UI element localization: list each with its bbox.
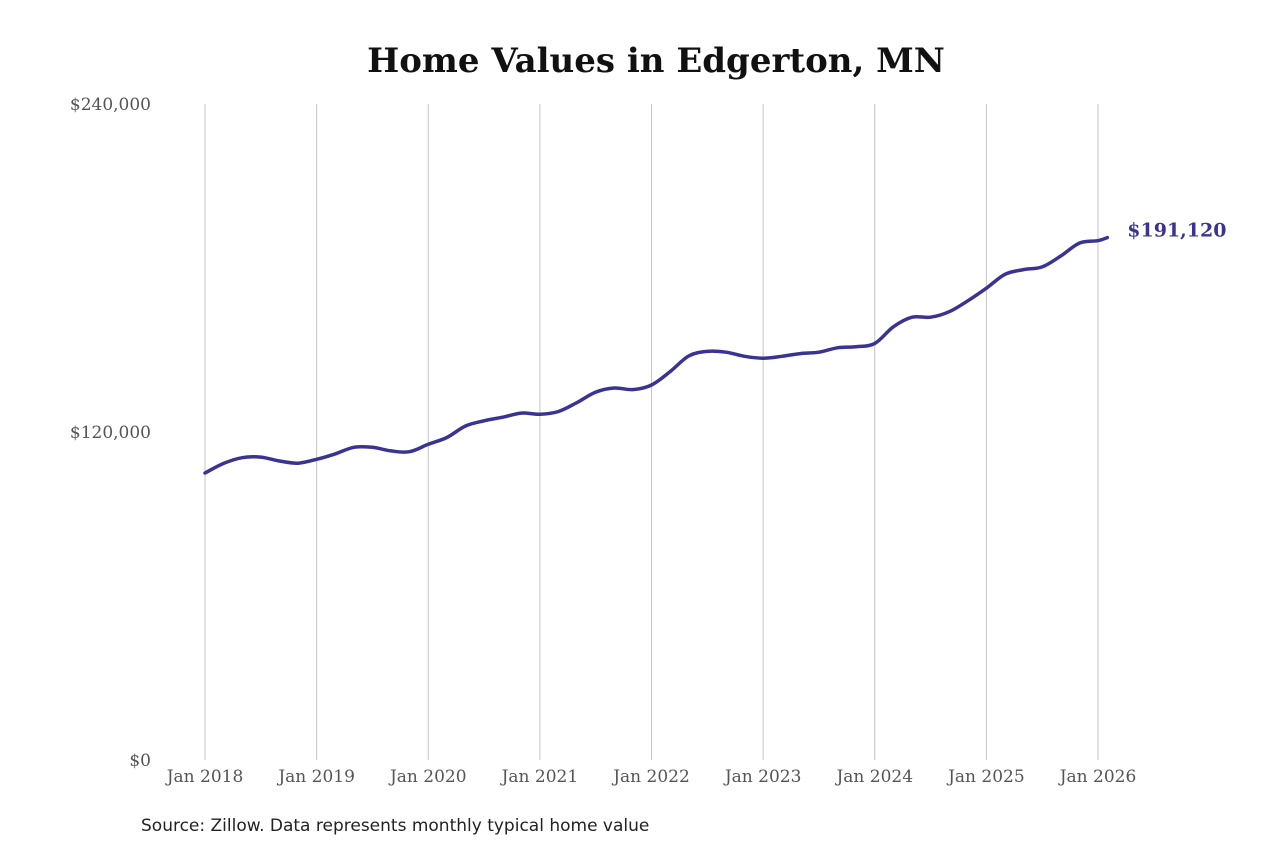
y-tick-label: $0 bbox=[129, 751, 151, 771]
y-axis-ticks: $0 $120,000 $240,000 bbox=[70, 95, 151, 771]
x-tick-label: Jan 2026 bbox=[1058, 767, 1137, 787]
end-value-label: $191,120 bbox=[1127, 220, 1226, 242]
x-axis-ticks: Jan 2018 Jan 2019 Jan 2020 Jan 2021 Jan 2022… bbox=[165, 767, 1137, 787]
x-tick-label: Jan 2022 bbox=[611, 767, 690, 787]
y-tick-label: $120,000 bbox=[70, 423, 151, 443]
x-tick-label: Jan 2023 bbox=[723, 767, 802, 787]
x-tick-label: Jan 2025 bbox=[946, 767, 1025, 787]
x-tick-label: Jan 2021 bbox=[500, 767, 579, 787]
chart-title: Home Values in Edgerton, MN bbox=[367, 41, 945, 81]
x-tick-label: Jan 2020 bbox=[388, 767, 467, 787]
x-tick-label: Jan 2024 bbox=[834, 767, 913, 787]
source-note: Source: Zillow. Data represents monthly … bbox=[141, 816, 650, 836]
series-line bbox=[203, 235, 1110, 475]
x-tick-label: Jan 2018 bbox=[165, 767, 244, 787]
grid-lines bbox=[204, 104, 1099, 760]
x-tick-label: Jan 2019 bbox=[276, 767, 355, 787]
y-tick-label: $240,000 bbox=[70, 95, 151, 115]
